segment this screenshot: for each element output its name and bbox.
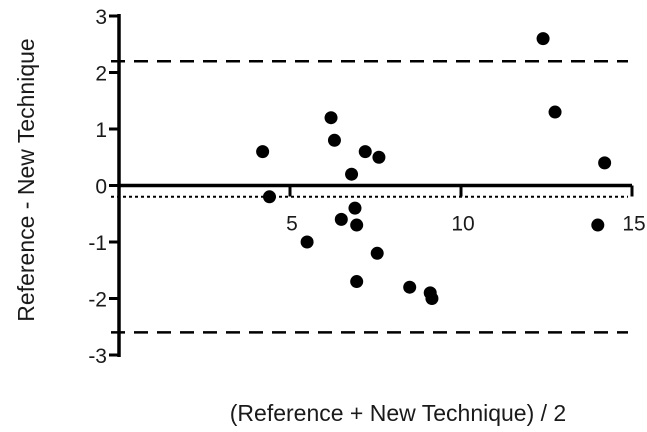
- x-axis-label: (Reference + New Technique) / 2: [230, 400, 566, 426]
- axes: [117, 14, 632, 357]
- data-point: [403, 280, 417, 294]
- data-point: [425, 292, 439, 305]
- y-tick-label: 2: [95, 63, 107, 86]
- data-point: [262, 190, 276, 204]
- data-point: [327, 133, 341, 147]
- data-point: [536, 32, 550, 46]
- x-tick-label: 5: [286, 213, 298, 236]
- data-point: [350, 218, 364, 232]
- y-tick-label: -2: [88, 289, 107, 312]
- x-tick-label: 15: [622, 213, 645, 236]
- y-tick-label: -1: [88, 232, 107, 255]
- data-point: [358, 145, 372, 159]
- data-point: [324, 111, 338, 125]
- data-point: [348, 201, 362, 215]
- data-point: [300, 235, 314, 249]
- data-point: [350, 275, 364, 289]
- data-point: [591, 218, 605, 232]
- y-axis-label: Reference - New Technique: [13, 38, 39, 321]
- x-tick-label: 10: [451, 213, 474, 236]
- data-point: [370, 246, 384, 260]
- data-point: [548, 105, 562, 119]
- data-point: [256, 145, 270, 159]
- y-tick-label: -3: [88, 345, 107, 368]
- y-tick-label: 0: [95, 176, 107, 199]
- y-tick-label: 3: [95, 6, 107, 29]
- data-point: [345, 167, 359, 181]
- data-point: [372, 150, 386, 164]
- data-point: [598, 156, 612, 170]
- reference-lines: [111, 59, 628, 334]
- data-points: [256, 32, 612, 305]
- y-tick-label: 1: [95, 119, 107, 142]
- data-point: [334, 212, 348, 226]
